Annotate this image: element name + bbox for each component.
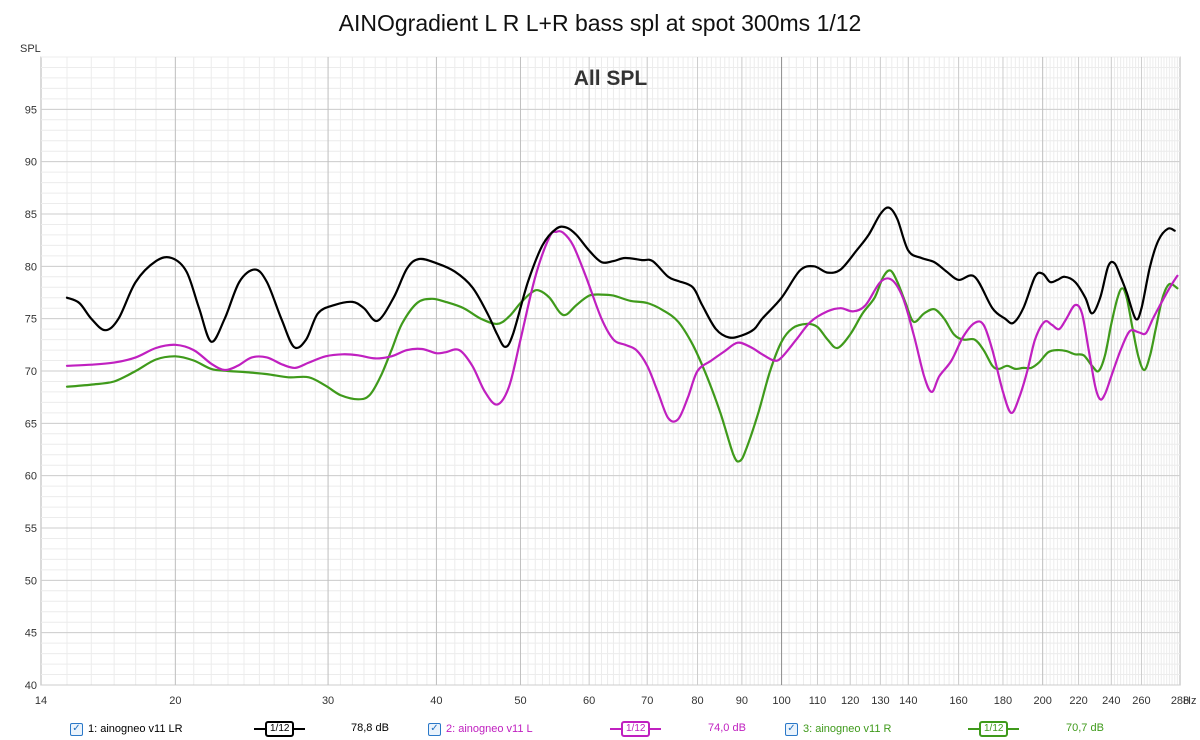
series-line-2: [65, 230, 1179, 423]
y-tick-label: 75: [25, 314, 37, 326]
legend-label: 3: ainogneo v11 R: [803, 723, 892, 735]
checkbox-icon[interactable]: ✓: [428, 722, 441, 736]
x-tick-label: 130: [871, 695, 889, 707]
smoothing-label: 1/12: [979, 721, 1009, 737]
x-tick-label: 50: [514, 695, 526, 707]
x-tick-label: 240: [1102, 695, 1120, 707]
x-tick-label: 90: [736, 695, 748, 707]
x-tick-label: 60: [583, 695, 595, 707]
legend-item-2[interactable]: ✓ 2: ainogneo v11 L: [428, 719, 533, 739]
x-tick-label: 100: [772, 695, 790, 707]
y-tick-label: 65: [25, 418, 37, 430]
smoothing-indicator-2[interactable]: 1/12: [610, 721, 662, 737]
checkbox-icon[interactable]: ✓: [70, 722, 83, 736]
series-line-1: [65, 206, 1176, 350]
y-tick-label: 85: [25, 209, 37, 221]
y-tick-label: 50: [25, 575, 37, 587]
y-tick-label: 55: [25, 523, 37, 535]
legend-item-3[interactable]: ✓ 3: ainogneo v11 R: [785, 719, 891, 739]
x-tick-label: 140: [899, 695, 917, 707]
plot-inner-title: All SPL: [574, 67, 648, 90]
level-value: 70,7 dB: [1066, 722, 1104, 734]
legend-item-1[interactable]: ✓ 1: ainogneo v11 LR: [70, 719, 183, 739]
x-tick-label: 70: [641, 695, 653, 707]
x-tick-label: 180: [994, 695, 1012, 707]
x-tick-label: 220: [1069, 695, 1087, 707]
y-tick-label: 70: [25, 366, 37, 378]
legend-label: 2: ainogneo v11 L: [446, 723, 533, 735]
smoothing-label: 1/12: [621, 721, 651, 737]
y-tick-label: 90: [25, 157, 37, 169]
x-tick-label: 110: [809, 695, 827, 707]
x-tick-label: 160: [949, 695, 967, 707]
x-tick-label: 200: [1033, 695, 1051, 707]
chart-title: AINOgradient L R L+R bass spl at spot 30…: [338, 10, 862, 36]
smoothing-label: 1/12: [265, 721, 295, 737]
y-axis-label: SPL: [20, 43, 41, 55]
smoothing-indicator-3[interactable]: 1/12: [968, 721, 1020, 737]
series-line-3: [65, 269, 1179, 463]
x-tick-label: 30: [322, 695, 334, 707]
level-value: 74,0 dB: [708, 722, 746, 734]
x-tick-label: 14: [35, 695, 47, 707]
smoothing-indicator-1[interactable]: 1/12: [254, 721, 306, 737]
y-tick-label: 40: [25, 680, 37, 692]
y-tick-label: 60: [25, 471, 37, 483]
x-tick-label: 80: [691, 695, 703, 707]
x-unit-label: Hz: [1183, 695, 1196, 707]
y-tick-label: 45: [25, 628, 37, 640]
y-tick-label: 95: [25, 104, 37, 116]
x-tick-label: 40: [430, 695, 442, 707]
x-tick-label: 288: [1171, 695, 1189, 707]
checkbox-icon[interactable]: ✓: [785, 722, 798, 736]
level-value: 78,8 dB: [351, 722, 389, 734]
y-tick-label: 80: [25, 261, 37, 273]
spl-chart[interactable]: 40 45 50 55 60 65 70 75 80 85 90 95 14 20 30 40 50 60 70 80…: [0, 0, 1200, 716]
x-tick-label: 20: [169, 695, 181, 707]
x-tick-label: 260: [1132, 695, 1150, 707]
x-tick-label: 120: [841, 695, 859, 707]
legend-label: 1: ainogneo v11 LR: [88, 723, 183, 735]
